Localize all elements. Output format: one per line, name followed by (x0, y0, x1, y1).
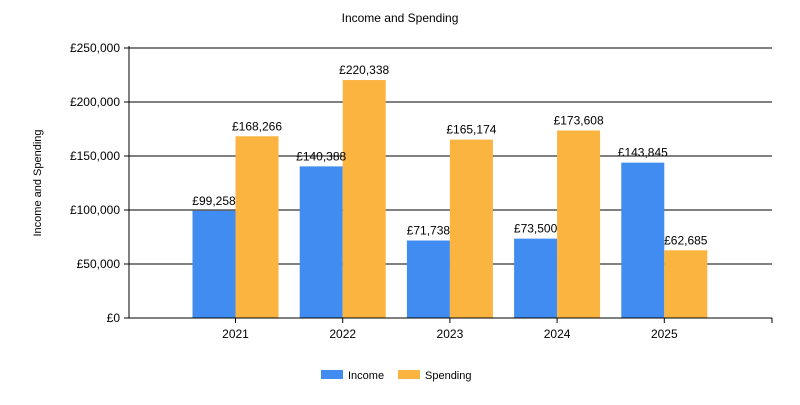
data-label-income-2024: £73,500 (514, 222, 558, 236)
y-tick-label: £150,000 (70, 149, 120, 163)
legend-label-spending: Spending (425, 370, 472, 382)
bar-spending-2022 (342, 80, 386, 318)
data-label-income-2023: £71,738 (407, 224, 451, 238)
bar-income-2025 (621, 162, 665, 318)
x-tick-label: 2023 (437, 327, 464, 341)
data-label-spending-2024: £173,608 (554, 114, 604, 128)
bar-income-2023 (406, 240, 450, 318)
data-label-income-2021: £99,258 (192, 194, 236, 208)
data-label-spending-2022: £220,338 (339, 63, 389, 77)
x-tick-label: 2024 (544, 327, 571, 341)
y-tick-label: £250,000 (70, 41, 120, 55)
bar-spending-2025 (664, 250, 708, 318)
legend-swatch-income (321, 370, 343, 379)
bar-income-2021 (192, 210, 236, 318)
bar-income-2022 (299, 166, 343, 318)
legend-label-income: Income (348, 370, 384, 382)
data-label-income-2025: £143,845 (618, 146, 668, 160)
y-tick-label: £50,000 (77, 257, 121, 271)
chart-title: Income and Spending (342, 11, 459, 25)
legend-swatch-spending (398, 370, 420, 379)
data-label-spending-2021: £168,266 (232, 119, 282, 133)
bar-spending-2023 (449, 139, 493, 318)
data-label-spending-2023: £165,174 (446, 123, 496, 137)
y-axis-title: Income and Spending (32, 129, 44, 236)
bars (192, 80, 708, 318)
x-tick-label: 2025 (651, 327, 678, 341)
data-label-income-2022: £140,388 (296, 149, 346, 163)
y-tick-label: £0 (107, 311, 121, 325)
data-labels: £99,258 £168,266 £140,388 £220,338 £71,738 £1… (192, 63, 708, 247)
bar-spending-2024 (557, 130, 601, 318)
data-label-spending-2025: £62,685 (664, 233, 708, 247)
bar-spending-2021 (235, 136, 279, 318)
legend: Income Spending (321, 370, 472, 382)
bar-income-2024 (514, 238, 558, 318)
y-tick-label: £100,000 (70, 203, 120, 217)
y-tick-label: £200,000 (70, 95, 120, 109)
x-tick-label: 2022 (329, 327, 356, 341)
axes: £0 £50,000 £100,000 £150,000 £200,000 £250,00… (70, 41, 773, 341)
x-tick-label: 2021 (222, 327, 249, 341)
